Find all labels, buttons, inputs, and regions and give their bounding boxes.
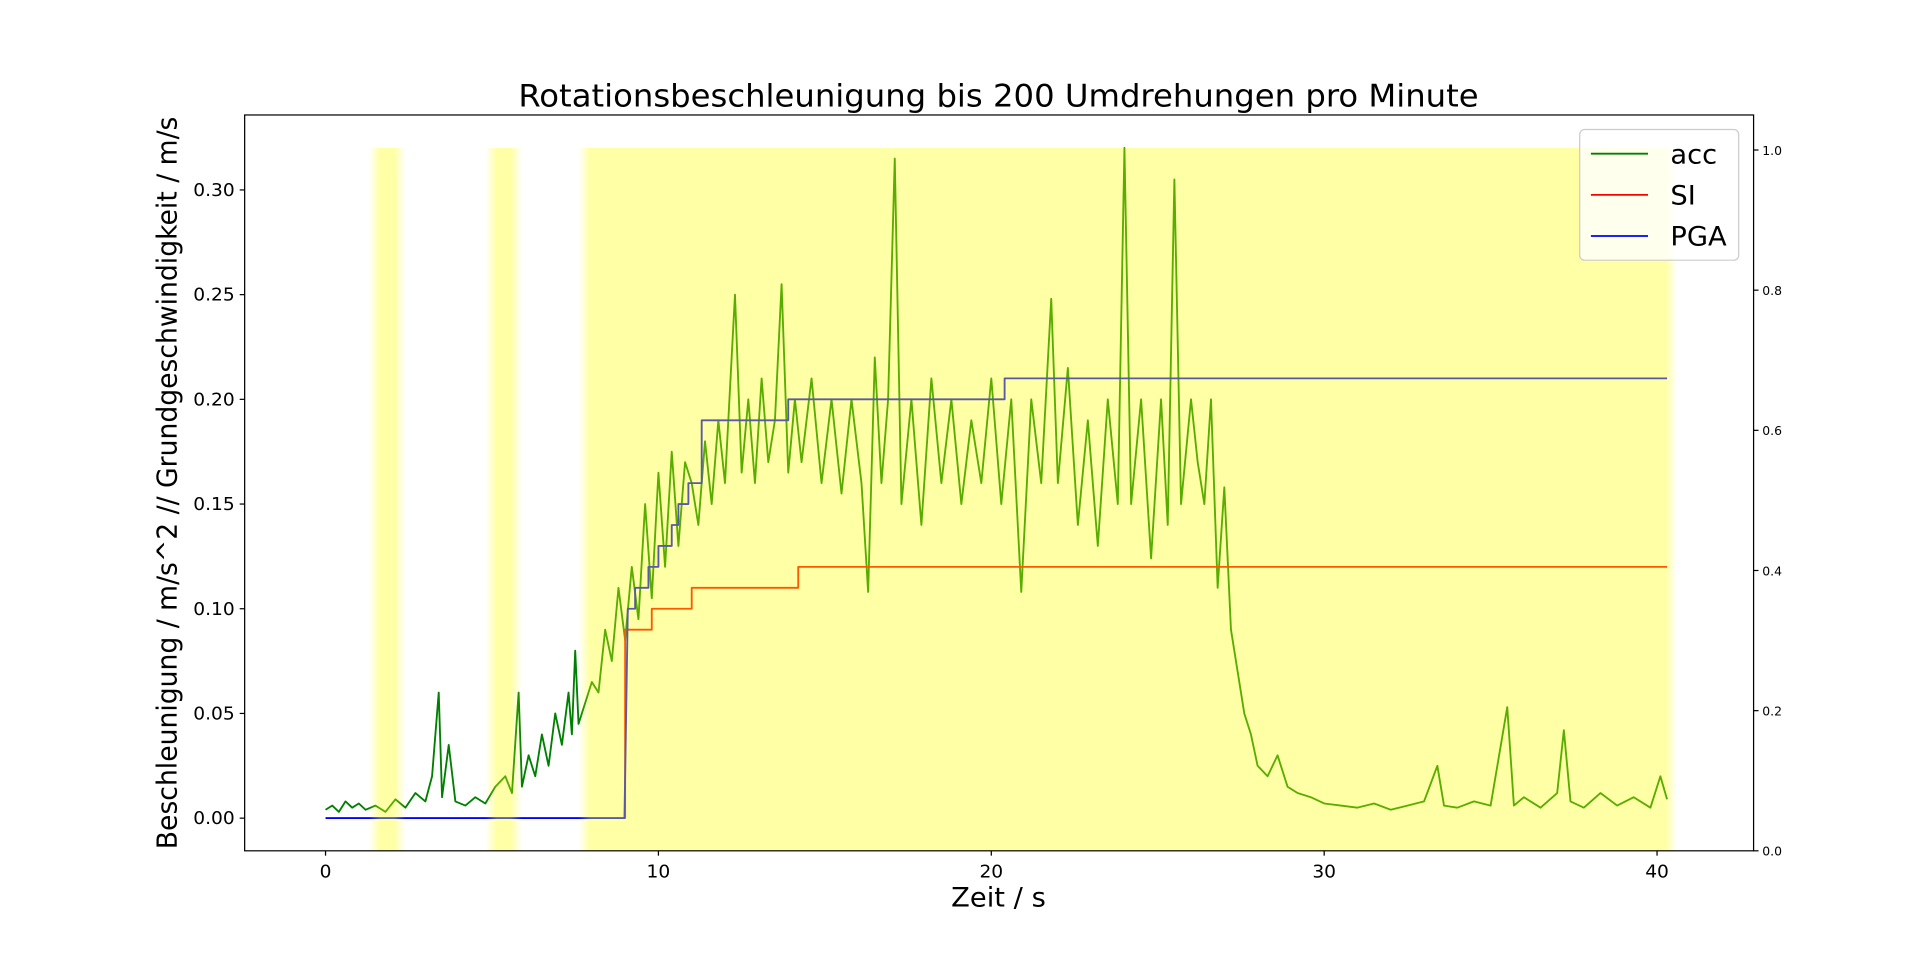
y-tick-label: 0.15 <box>193 494 234 515</box>
legend-label: PGA <box>1670 222 1727 253</box>
y-tick-label: 0.05 <box>193 704 234 725</box>
x-tick-label: 10 <box>647 862 671 883</box>
x-tick-label: 30 <box>1312 862 1336 883</box>
y-axis-label: Beschleunigung / m/s^2 // Grundgeschwind… <box>152 117 183 850</box>
y2-tick-label: 0.6 <box>1762 424 1782 438</box>
x-tick-label: 40 <box>1645 862 1669 883</box>
legend-box <box>1579 128 1740 261</box>
highlight-span <box>485 148 522 851</box>
plot-frame <box>244 114 1755 852</box>
y-tick-label: 0.10 <box>193 599 234 620</box>
y2-tick-label: 0.0 <box>1762 845 1782 859</box>
legend-label: SI <box>1670 181 1695 212</box>
legend-label: acc <box>1670 140 1717 171</box>
highlight-span <box>368 148 406 851</box>
y-tick-label: 0.20 <box>193 390 234 411</box>
x-tick-label: 0 <box>320 862 332 883</box>
y2-tick-label: 1.0 <box>1762 144 1782 158</box>
y-tick-label: 0.30 <box>193 180 234 201</box>
y2-tick-label: 0.2 <box>1762 705 1782 719</box>
y-tick-label: 0.00 <box>193 808 234 829</box>
x-tick-label: 20 <box>979 862 1003 883</box>
chart-title: Rotationsbeschleunigung bis 200 Umdrehun… <box>518 77 1478 115</box>
highlight-span <box>578 148 1678 851</box>
y2-tick-label: 0.4 <box>1762 564 1782 578</box>
y-tick-label: 0.25 <box>193 285 234 306</box>
y2-tick-label: 0.8 <box>1762 284 1782 298</box>
x-axis-label: Zeit / s <box>951 883 1046 914</box>
